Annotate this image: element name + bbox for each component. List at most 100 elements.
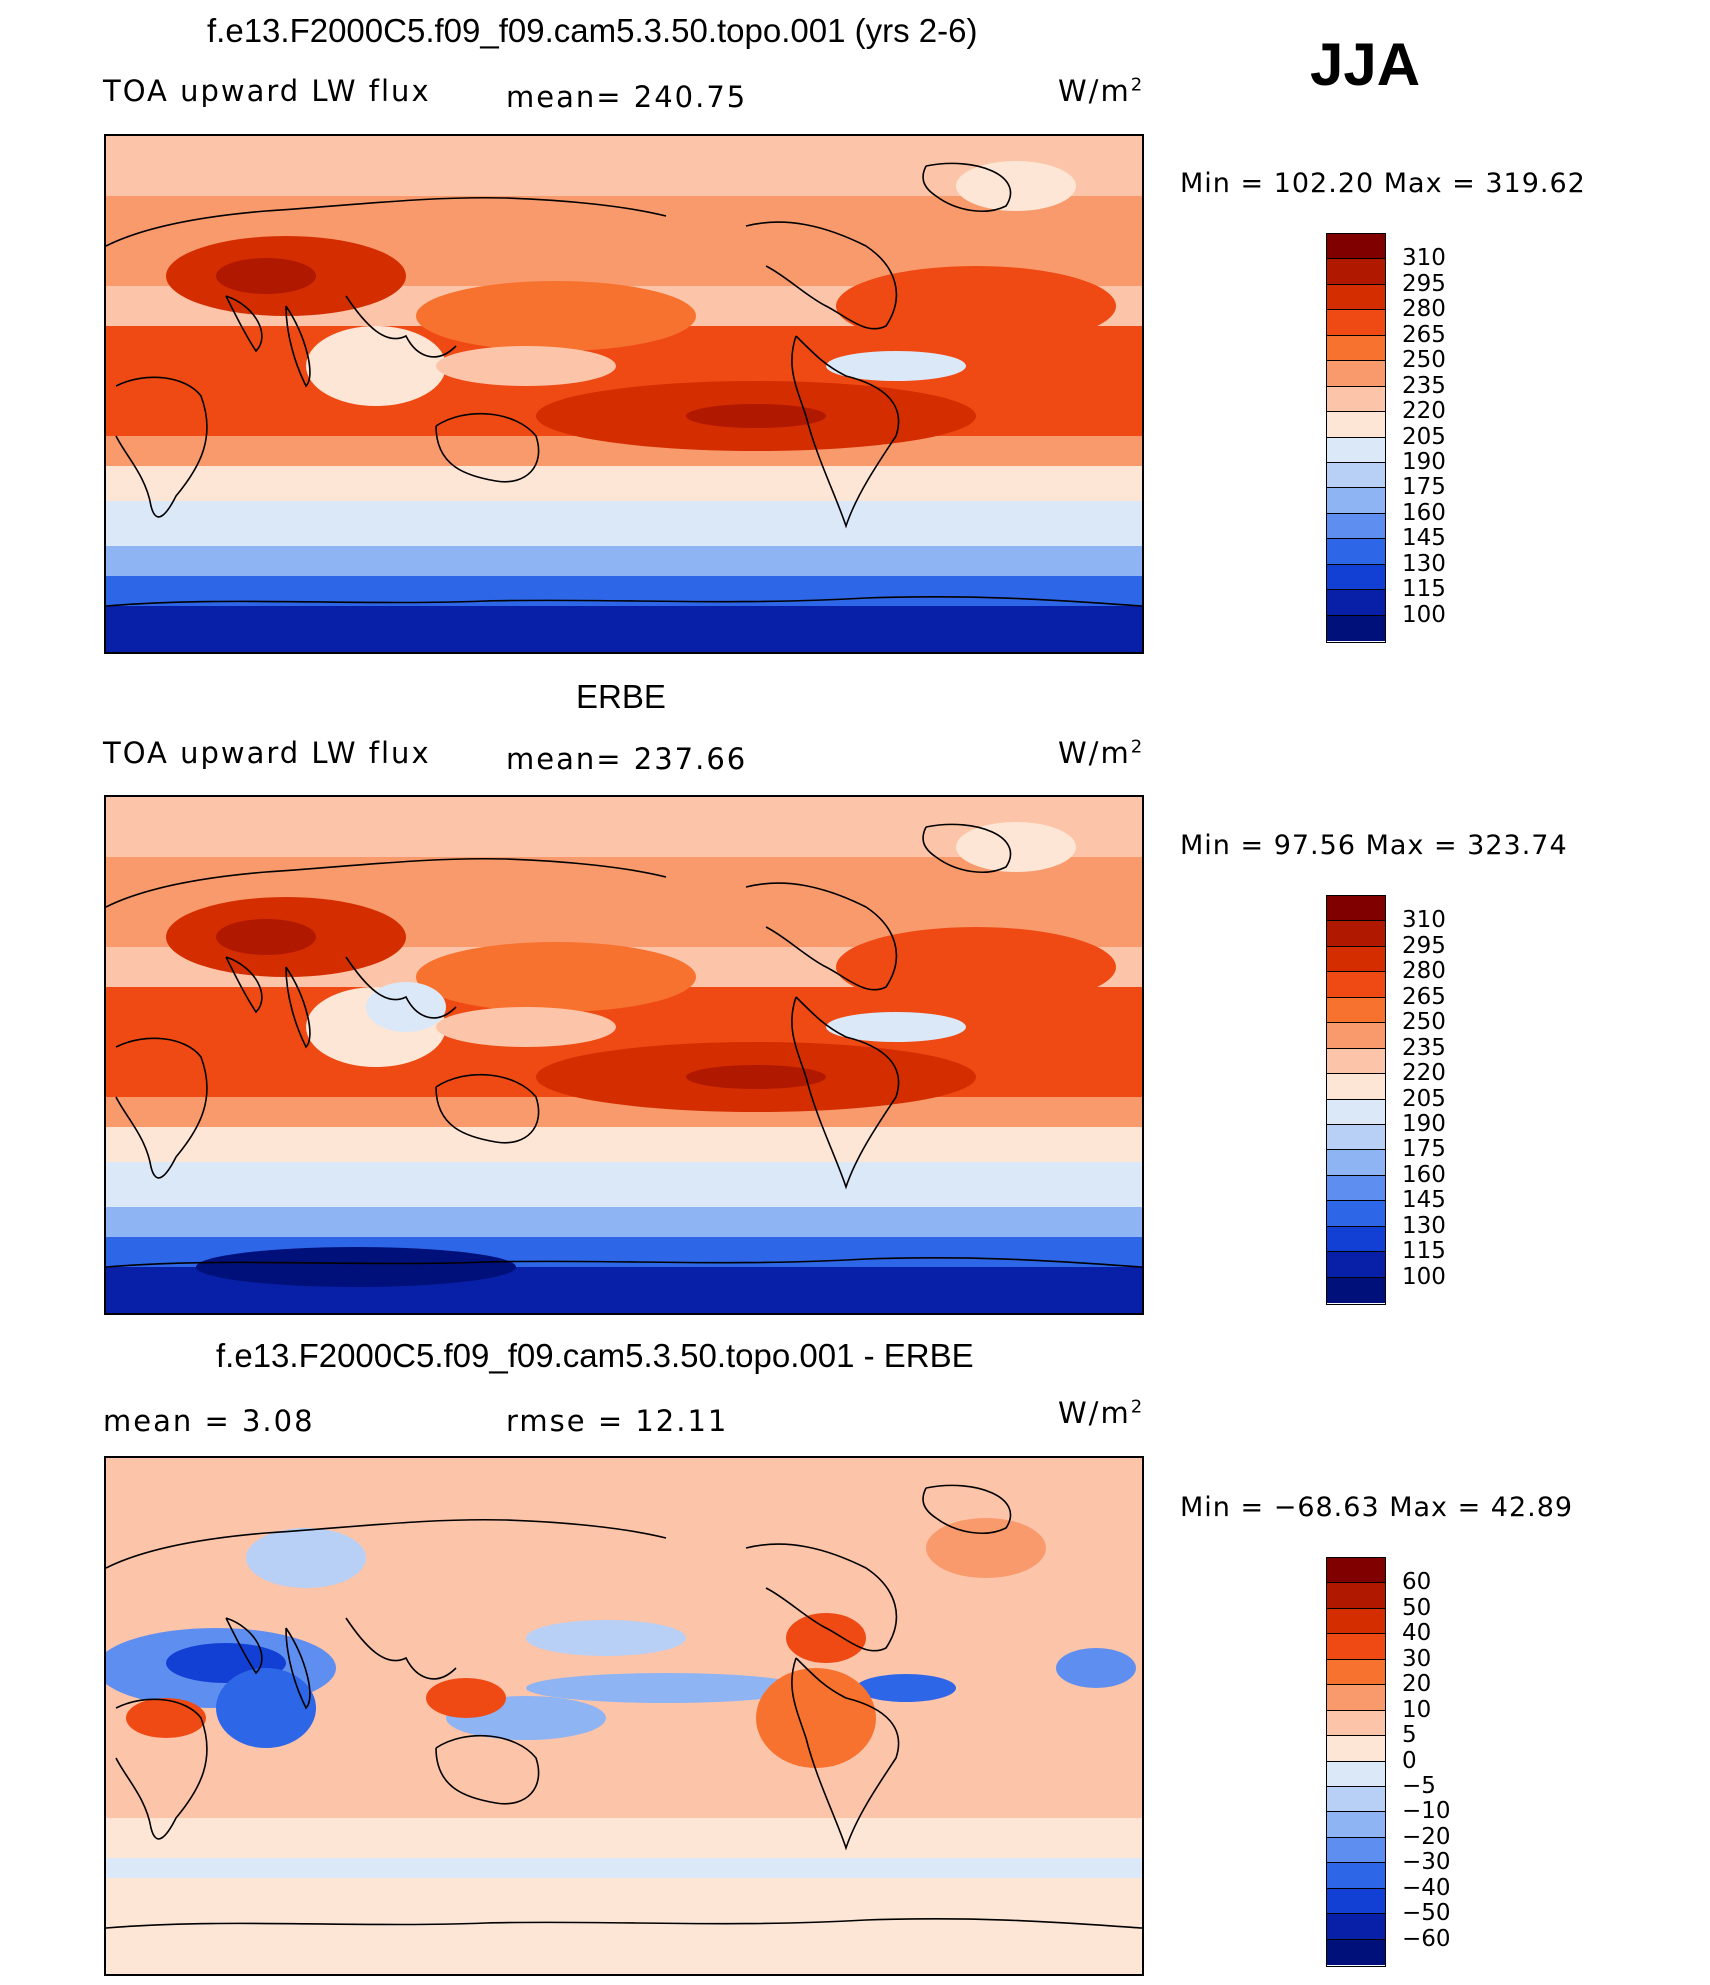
colorbar-swatch	[1327, 259, 1385, 285]
colorbar-swatch	[1327, 1863, 1385, 1889]
colorbar-swatch	[1327, 361, 1385, 387]
panel-1-title: f.e13.F2000C5.f09_f09.cam5.3.50.topo.001…	[207, 12, 978, 49]
colorbar-tick-label: 145	[1402, 1187, 1446, 1214]
panel-3-colorbar	[1326, 1557, 1386, 1967]
colorbar-swatch	[1327, 437, 1385, 463]
colorbar-tick-label: 130	[1402, 550, 1446, 577]
colorbar-tick-label: 175	[1402, 474, 1446, 501]
colorbar-swatch	[1327, 462, 1385, 489]
colorbar-swatch	[1327, 1736, 1385, 1762]
colorbar-swatch	[1327, 1812, 1385, 1838]
colorbar-swatch	[1327, 234, 1385, 260]
colorbar-tick-label: 205	[1402, 423, 1446, 450]
colorbar-swatch	[1327, 1558, 1385, 1584]
colorbar-swatch	[1327, 1761, 1385, 1787]
colorbar-tick-label: −30	[1402, 1849, 1451, 1876]
panel-3-left-label: mean = 3.08	[103, 1404, 315, 1438]
colorbar-swatch	[1327, 1659, 1385, 1686]
colorbar-tick-label: 205	[1402, 1085, 1446, 1112]
colorbar-tick-label: 160	[1402, 1161, 1446, 1188]
colorbar-tick-label: 295	[1402, 932, 1446, 959]
colorbar-tick-label: 190	[1402, 448, 1446, 475]
panel-2-units: W/m2	[1058, 736, 1145, 770]
colorbar-tick-label: 280	[1402, 958, 1446, 985]
colorbar-tick-label: −50	[1402, 1900, 1451, 1927]
colorbar-swatch	[1327, 1124, 1385, 1151]
colorbar-swatch	[1327, 1634, 1385, 1660]
colorbar-swatch	[1327, 1023, 1385, 1049]
colorbar-tick-label: 310	[1402, 245, 1446, 272]
colorbar-swatch	[1327, 921, 1385, 947]
colorbar-swatch	[1327, 1685, 1385, 1711]
colorbar-tick-label: 10	[1402, 1696, 1432, 1723]
colorbar-tick-label: 310	[1402, 907, 1446, 934]
colorbar-tick-label: 265	[1402, 321, 1446, 348]
panel-1-colorbar	[1326, 233, 1386, 643]
colorbar-swatch	[1327, 615, 1385, 641]
colorbar-tick-label: 50	[1402, 1594, 1432, 1621]
colorbar-swatch	[1327, 412, 1385, 438]
colorbar-swatch	[1327, 1888, 1385, 1915]
colorbar-tick-label: 160	[1402, 499, 1446, 526]
colorbar-tick-label: 115	[1402, 1238, 1446, 1265]
panel-2-center-label: mean= 237.66	[506, 742, 748, 776]
colorbar-tick-label: 115	[1402, 576, 1446, 603]
colorbar-swatch	[1327, 1150, 1385, 1176]
colorbar-tick-label: −5	[1402, 1772, 1436, 1799]
colorbar-swatch	[1327, 1277, 1385, 1303]
colorbar-swatch	[1327, 539, 1385, 565]
colorbar-tick-label: 40	[1402, 1620, 1432, 1647]
panel-3-title: f.e13.F2000C5.f09_f09.cam5.3.50.topo.001…	[216, 1337, 974, 1374]
colorbar-swatch	[1327, 1074, 1385, 1100]
colorbar-tick-label: 130	[1402, 1212, 1446, 1239]
panel-3-center-label: rmse = 12.11	[506, 1404, 729, 1438]
colorbar-tick-label: 235	[1402, 1034, 1446, 1061]
colorbar-tick-label: −60	[1402, 1925, 1451, 1952]
colorbar-tick-label: 100	[1402, 601, 1446, 628]
panel-1-left-label: TOA upward LW flux	[103, 74, 431, 108]
colorbar-swatch	[1327, 1608, 1385, 1635]
colorbar-tick-label: 265	[1402, 983, 1446, 1010]
colorbar-swatch	[1327, 488, 1385, 514]
colorbar-tick-label: 295	[1402, 270, 1446, 297]
colorbar-tick-label: 30	[1402, 1645, 1432, 1672]
colorbar-swatch	[1327, 997, 1385, 1024]
colorbar-swatch	[1327, 896, 1385, 922]
colorbar-swatch	[1327, 1048, 1385, 1075]
colorbar-tick-label: 235	[1402, 372, 1446, 399]
panel-2-colorbar	[1326, 895, 1386, 1305]
colorbar-swatch	[1327, 1583, 1385, 1609]
colorbar-tick-label: 5	[1402, 1722, 1417, 1749]
panel-1-center-label: mean= 240.75	[506, 80, 748, 114]
colorbar-swatch	[1327, 284, 1385, 311]
colorbar-tick-label: 220	[1402, 398, 1446, 425]
colorbar-swatch	[1327, 946, 1385, 973]
colorbar-swatch	[1327, 564, 1385, 591]
colorbar-swatch	[1327, 1252, 1385, 1278]
panel-2-left-label: TOA upward LW flux	[103, 736, 431, 770]
colorbar-tick-label: 60	[1402, 1569, 1432, 1596]
colorbar-swatch	[1327, 310, 1385, 336]
colorbar-swatch	[1327, 1226, 1385, 1253]
colorbar-tick-label: 220	[1402, 1060, 1446, 1087]
colorbar-swatch	[1327, 1837, 1385, 1864]
colorbar-tick-label: 280	[1402, 296, 1446, 323]
panel-1-units: W/m2	[1058, 74, 1145, 108]
colorbar-swatch	[1327, 1939, 1385, 1965]
colorbar-swatch	[1327, 513, 1385, 540]
panel-2-minmax: Min = 97.56 Max = 323.74	[1180, 830, 1568, 861]
colorbar-tick-label: 250	[1402, 347, 1446, 374]
panel-3-units: W/m2	[1058, 1396, 1145, 1430]
colorbar-swatch	[1327, 386, 1385, 413]
colorbar-tick-label: 145	[1402, 525, 1446, 552]
panel-1-minmax: Min = 102.20 Max = 319.62	[1180, 168, 1586, 199]
colorbar-swatch	[1327, 335, 1385, 362]
colorbar-swatch	[1327, 590, 1385, 616]
colorbar-tick-label: 190	[1402, 1110, 1446, 1137]
colorbar-tick-label: −40	[1402, 1874, 1451, 1901]
panel-1-map	[104, 134, 1144, 654]
colorbar-tick-label: 20	[1402, 1671, 1432, 1698]
colorbar-swatch	[1327, 1099, 1385, 1125]
colorbar-swatch	[1327, 1710, 1385, 1737]
panel-2-map	[104, 795, 1144, 1315]
